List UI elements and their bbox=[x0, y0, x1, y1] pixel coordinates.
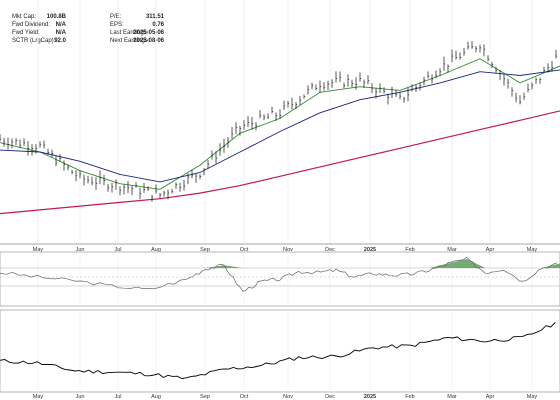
fundamental-value: 0.76 bbox=[152, 22, 164, 28]
moving-average-line bbox=[0, 69, 560, 183]
fundamental-row: Fwd Yield: N/A bbox=[12, 29, 66, 37]
x-tick-label: Dec bbox=[325, 247, 335, 253]
fundamental-label: Fwd Yield: bbox=[12, 30, 40, 36]
x-tick-label: Feb bbox=[405, 247, 414, 253]
fundamental-row: Last Earnings: 2025-05-06 bbox=[110, 29, 164, 37]
x-tick-label: Jun bbox=[76, 394, 85, 400]
moving-average-line bbox=[0, 110, 560, 215]
fundamental-value: 311.51 bbox=[145, 14, 164, 20]
relative-strength-panel: May Jun Jul Aug Sep Oct Nov Dec 2025 Feb Mar Apr May bbox=[0, 309, 560, 400]
panel-border bbox=[0, 251, 560, 307]
x-tick-label: Sep bbox=[200, 394, 210, 400]
x-tick-label: Aug bbox=[151, 394, 161, 400]
x-tick-label: Mar bbox=[447, 247, 457, 253]
x-tick-label: Jul bbox=[114, 247, 121, 253]
price-panel: May Jun Jul Aug Sep Oct Nov Dec 2025 Feb Mar Apr May bbox=[0, 0, 560, 253]
x-tick-label: May bbox=[33, 394, 44, 400]
fundamental-value: N/A bbox=[55, 30, 66, 36]
x-tick-label: May bbox=[527, 394, 538, 400]
panel-border bbox=[0, 309, 560, 393]
x-tick-label: May bbox=[33, 247, 44, 253]
fundamental-label: EPS: bbox=[110, 22, 124, 28]
x-tick-label: Nov bbox=[283, 394, 293, 400]
x-tick-label: May bbox=[527, 247, 538, 253]
fundamentals-right: P/E: 311.51 EPS: 0.76 Last Earnings: 2025-05-… bbox=[110, 13, 164, 45]
x-tick-label: Jun bbox=[76, 247, 85, 253]
indicator-panel bbox=[0, 251, 560, 307]
fundamental-label: P/E: bbox=[110, 14, 122, 20]
fundamental-row: Next Earnings: 2025-08-06 bbox=[110, 37, 164, 45]
indicator-line bbox=[0, 256, 558, 292]
x-tick-label: 2025 bbox=[364, 394, 376, 400]
fundamental-label: Fwd Dividend: bbox=[12, 22, 51, 28]
fundamental-value: 2025-05-06 bbox=[133, 30, 164, 36]
fundamental-label: Mkt Cap: bbox=[12, 14, 37, 20]
x-tick-label: Oct bbox=[240, 247, 249, 253]
fundamental-value: N/A bbox=[55, 22, 66, 28]
x-tick-label: Sep bbox=[200, 247, 210, 253]
fundamental-label: Next Earnings: bbox=[110, 38, 150, 44]
fundamental-row: SCTR (LrgCap): 92.0 bbox=[12, 37, 66, 45]
relative-strength-line bbox=[0, 321, 556, 380]
x-tick-label: Dec bbox=[325, 394, 335, 400]
fundamental-value: 100.8B bbox=[46, 14, 66, 20]
x-tick-label: Jul bbox=[114, 394, 121, 400]
fundamental-row: Fwd Dividend: N/A bbox=[12, 21, 66, 29]
fundamentals-left: Mkt Cap: 100.8B Fwd Dividend: N/A Fwd Yield:… bbox=[12, 13, 66, 45]
fundamental-label: SCTR (LrgCap): bbox=[12, 38, 56, 44]
x-tick-label: Aug bbox=[151, 247, 161, 253]
moving-average-line bbox=[0, 58, 560, 190]
fundamental-value: 92.0 bbox=[54, 38, 66, 44]
fundamental-label: Last Earnings: bbox=[110, 30, 149, 36]
x-tick-label: Apr bbox=[486, 394, 495, 400]
x-tick-label: Mar bbox=[447, 394, 457, 400]
x-tick-label: Feb bbox=[405, 394, 414, 400]
x-tick-label: Apr bbox=[486, 247, 495, 253]
fundamental-value: 2025-08-06 bbox=[133, 38, 164, 44]
fundamental-row: Mkt Cap: 100.8B bbox=[12, 13, 66, 21]
fundamental-row: P/E: 311.51 bbox=[110, 13, 164, 21]
x-tick-label: Nov bbox=[283, 247, 293, 253]
x-tick-label: Oct bbox=[240, 394, 249, 400]
fundamental-row: EPS: 0.76 bbox=[110, 21, 164, 29]
x-tick-label: 2025 bbox=[364, 247, 376, 253]
overbought-fill bbox=[0, 259, 560, 268]
